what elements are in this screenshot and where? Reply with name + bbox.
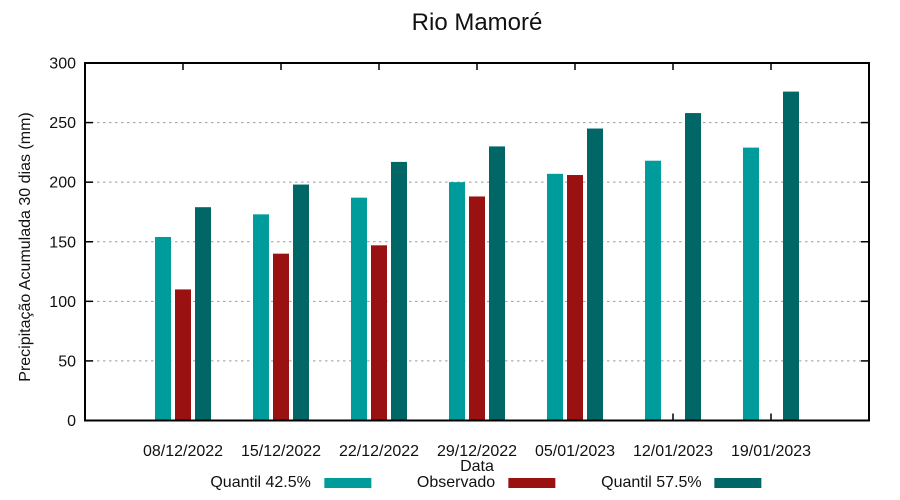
- y-tick-labels: 0 50 100 150 200 250 300: [49, 56, 76, 431]
- y-tick-label: 250: [49, 115, 76, 132]
- bar: [449, 182, 465, 421]
- legend-label: Observado: [416, 474, 496, 491]
- bars-series-0: [155, 147, 759, 421]
- bar: [155, 236, 171, 421]
- legend-label: Quantil 57.5%: [601, 474, 702, 491]
- bar: [685, 113, 701, 421]
- y-tick-label: 0: [67, 413, 76, 430]
- bar: [645, 160, 661, 421]
- y-tick-label: 100: [49, 294, 76, 311]
- x-tick-label: 15/12/2022: [241, 443, 321, 460]
- bar: [547, 173, 563, 421]
- x-axis-title: Data: [460, 458, 494, 475]
- bar: [489, 146, 505, 421]
- bar: [783, 91, 799, 421]
- bar: [587, 128, 603, 421]
- y-tick-label: 200: [49, 175, 76, 192]
- y-tick-label: 300: [49, 56, 76, 73]
- x-tick-label: 12/01/2023: [633, 443, 713, 460]
- chart-title: Rio Mamoré: [411, 9, 543, 36]
- legend-swatch: [508, 478, 556, 488]
- bar: [469, 196, 485, 421]
- bar: [351, 197, 367, 421]
- bar: [293, 184, 309, 421]
- x-tick-labels: 08/12/2022 15/12/2022 22/12/2022 29/12/2022…: [143, 443, 811, 460]
- x-tick-label: 19/01/2023: [731, 443, 811, 460]
- bars-series-2: [195, 91, 799, 421]
- legend-item-0: Quantil 42.5%: [210, 474, 371, 492]
- legend-swatch: [323, 478, 371, 488]
- bar: [253, 214, 269, 421]
- y-tick-label: 150: [49, 234, 76, 251]
- plot-border: [84, 62, 870, 422]
- bar: [391, 161, 407, 421]
- bar: [567, 175, 583, 421]
- x-tick-label: 05/01/2023: [535, 443, 615, 460]
- bar: [195, 207, 211, 421]
- bar: [743, 147, 759, 421]
- x-tick-label: 22/12/2022: [339, 443, 419, 460]
- bar: [175, 289, 191, 421]
- x-tick-label: 29/12/2022: [437, 443, 517, 460]
- bar: [371, 245, 387, 421]
- legend-label: Quantil 42.5%: [210, 474, 311, 491]
- legend: Quantil 42.5% Observado Quantil 57.5%: [210, 474, 762, 492]
- x-tick-label: 08/12/2022: [143, 443, 223, 460]
- legend-item-2: Quantil 57.5%: [601, 474, 762, 492]
- legend-item-1: Observado: [416, 474, 556, 492]
- bar: [273, 253, 289, 421]
- legend-swatch: [714, 478, 762, 488]
- y-tick-label: 50: [58, 353, 76, 370]
- bars-series-1: [175, 175, 583, 421]
